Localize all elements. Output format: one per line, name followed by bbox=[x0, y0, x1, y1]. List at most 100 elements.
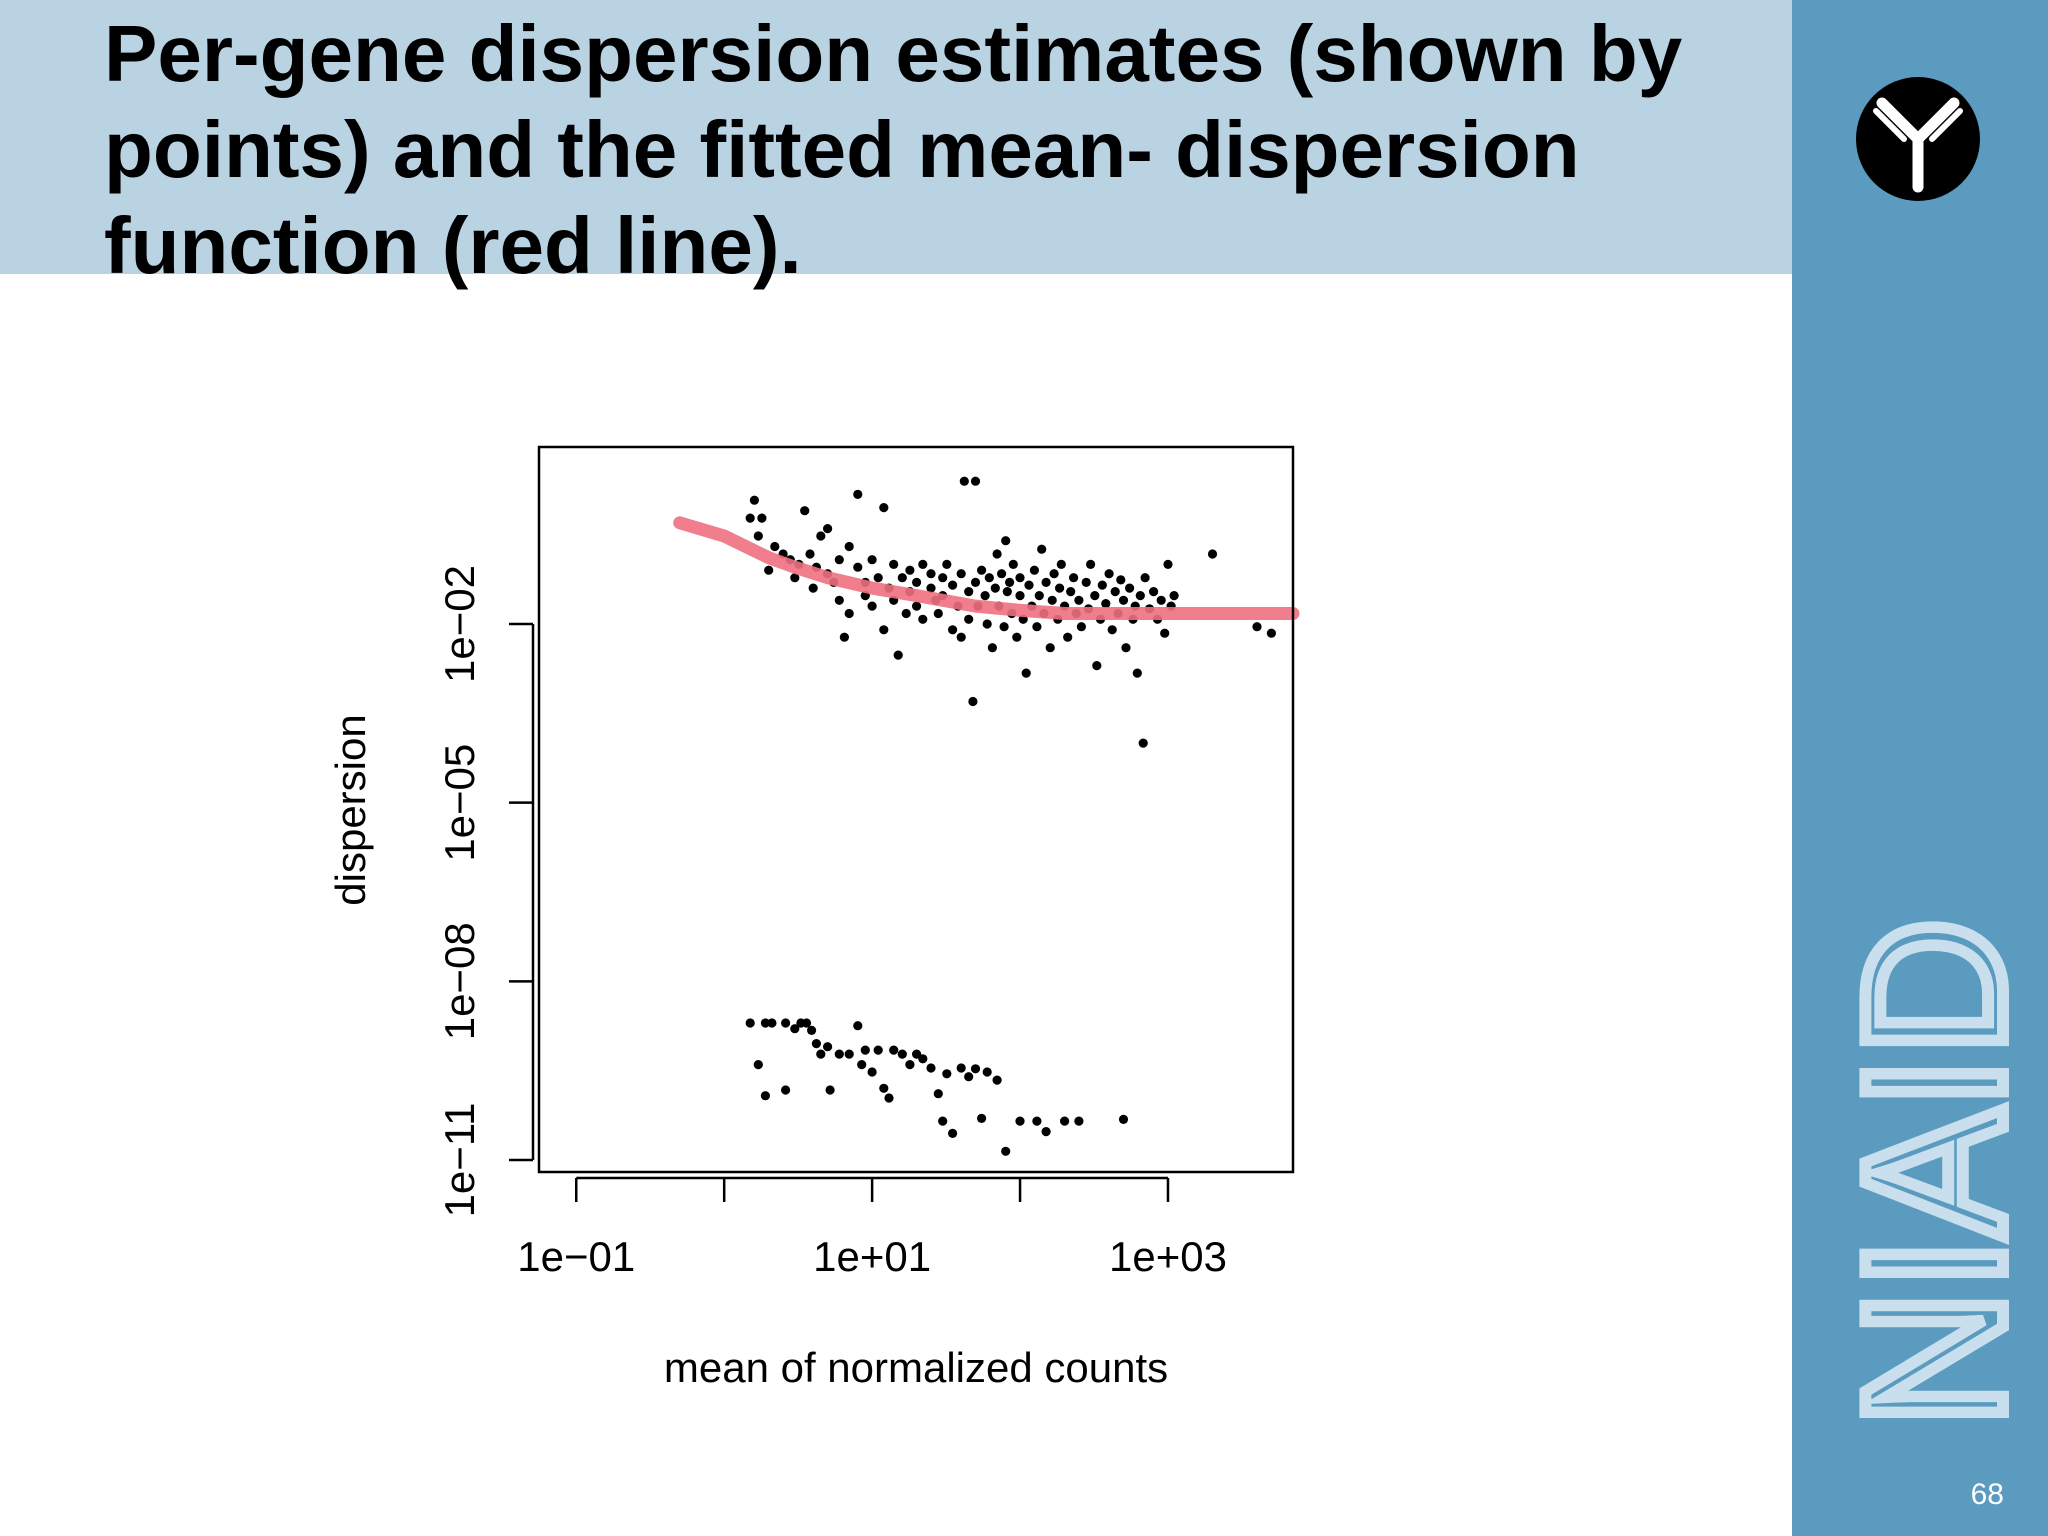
data-point bbox=[926, 583, 936, 593]
data-point bbox=[997, 569, 1007, 579]
data-point bbox=[956, 632, 966, 642]
data-point bbox=[933, 1089, 943, 1099]
data-point bbox=[1041, 577, 1051, 588]
data-point bbox=[1097, 580, 1107, 590]
data-point bbox=[790, 1024, 800, 1034]
data-point bbox=[1163, 559, 1173, 570]
data-point bbox=[948, 1128, 958, 1138]
data-point bbox=[860, 1045, 870, 1055]
data-point bbox=[1069, 573, 1079, 583]
data-point bbox=[1125, 583, 1135, 593]
data-point bbox=[1118, 595, 1129, 605]
data-point bbox=[853, 562, 863, 572]
data-point bbox=[1015, 573, 1025, 583]
data-point bbox=[1116, 575, 1126, 585]
data-point bbox=[1005, 577, 1015, 588]
data-point bbox=[884, 1093, 894, 1103]
data-point bbox=[992, 1075, 1002, 1085]
data-point bbox=[1086, 559, 1096, 570]
data-point bbox=[834, 555, 844, 565]
data-point bbox=[867, 555, 877, 565]
data-point bbox=[1021, 668, 1031, 678]
data-point bbox=[834, 1049, 844, 1059]
data-point bbox=[1015, 591, 1025, 601]
niaid-wordmark: NIAID bbox=[1840, 912, 2020, 1434]
data-point bbox=[823, 1042, 833, 1052]
data-point bbox=[964, 614, 974, 624]
data-point bbox=[1060, 1116, 1070, 1126]
data-point bbox=[897, 573, 907, 583]
data-point bbox=[982, 619, 992, 629]
data-point bbox=[816, 1049, 826, 1059]
data-point bbox=[1252, 622, 1262, 632]
data-point bbox=[1015, 1116, 1025, 1126]
data-point bbox=[844, 541, 854, 552]
data-point bbox=[801, 1018, 812, 1028]
data-point bbox=[1056, 559, 1066, 570]
data-point bbox=[901, 608, 911, 619]
data-point bbox=[1074, 1116, 1084, 1126]
y-tick-label: 1e−02 bbox=[436, 565, 483, 683]
data-point bbox=[1118, 1114, 1129, 1124]
x-tick-label: 1e+03 bbox=[1109, 1233, 1227, 1280]
data-point bbox=[825, 1085, 835, 1095]
data-point bbox=[1049, 569, 1059, 579]
data-point bbox=[889, 1045, 899, 1055]
data-point bbox=[926, 569, 936, 579]
data-point bbox=[918, 614, 928, 624]
data-point bbox=[964, 1072, 974, 1082]
data-point bbox=[893, 650, 903, 660]
data-point bbox=[1055, 583, 1065, 593]
axes-layer: 1e−01 1e+01 1e+03 1e−11 1e−08 1e−05 1e−02 bbox=[436, 565, 1227, 1280]
y-tick-label: 1e−08 bbox=[436, 922, 483, 1040]
data-point bbox=[749, 495, 760, 505]
data-point bbox=[1107, 625, 1117, 635]
data-point bbox=[1008, 559, 1018, 570]
data-point bbox=[753, 1060, 763, 1070]
data-point bbox=[948, 625, 958, 635]
data-point bbox=[867, 601, 877, 611]
data-point bbox=[1090, 591, 1100, 601]
data-point bbox=[1032, 1116, 1042, 1126]
data-point bbox=[879, 1083, 889, 1093]
data-point bbox=[912, 577, 922, 588]
y-axis-title: dispersion bbox=[327, 714, 374, 905]
data-point bbox=[956, 1063, 966, 1073]
data-point bbox=[1135, 591, 1145, 601]
data-point bbox=[1140, 573, 1150, 583]
data-point bbox=[933, 608, 943, 619]
data-point bbox=[816, 531, 826, 541]
data-point bbox=[834, 595, 844, 605]
data-point bbox=[760, 1091, 771, 1101]
data-point bbox=[879, 503, 889, 513]
data-point bbox=[1002, 587, 1012, 597]
data-point bbox=[1266, 628, 1276, 638]
data-point bbox=[879, 625, 889, 635]
data-point bbox=[984, 573, 994, 583]
data-point bbox=[1138, 738, 1148, 748]
data-point bbox=[853, 1021, 863, 1031]
data-point bbox=[760, 1018, 771, 1028]
data-point bbox=[980, 591, 990, 601]
data-point bbox=[857, 1060, 867, 1070]
niaid-brand-text: NIAID bbox=[1840, 918, 2020, 1428]
data-point bbox=[1110, 587, 1120, 597]
data-point bbox=[1092, 661, 1102, 671]
data-point bbox=[918, 1054, 928, 1064]
data-point bbox=[853, 489, 863, 499]
data-point bbox=[1066, 587, 1076, 597]
data-point bbox=[912, 601, 922, 611]
data-point bbox=[867, 1067, 877, 1077]
antibody-logo-icon bbox=[1856, 77, 1980, 201]
data-point bbox=[1034, 591, 1044, 601]
data-point bbox=[926, 1063, 936, 1073]
right-sidebar bbox=[1792, 0, 2048, 1536]
title-band bbox=[0, 0, 1792, 274]
data-point bbox=[1081, 577, 1091, 588]
data-point bbox=[781, 1018, 791, 1028]
data-point bbox=[1037, 544, 1047, 554]
data-point bbox=[942, 559, 952, 570]
data-point bbox=[977, 565, 987, 575]
data-point bbox=[811, 1039, 822, 1049]
